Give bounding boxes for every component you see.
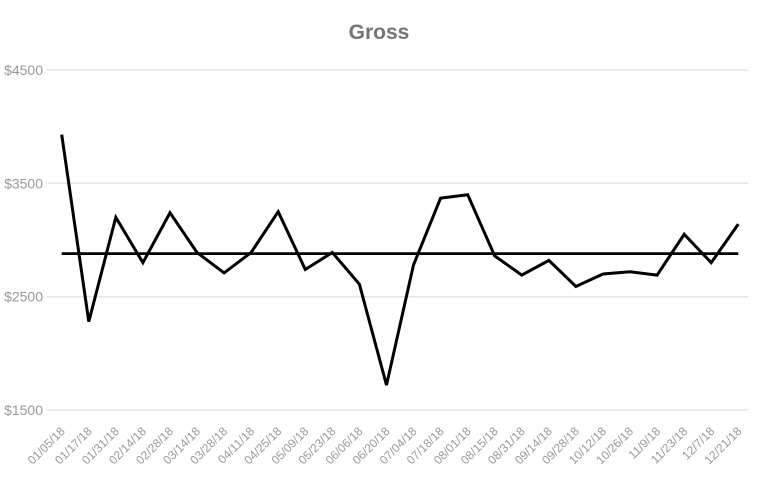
y-axis-label: $4500 [4, 62, 43, 78]
y-axis-label: $3500 [4, 175, 43, 191]
y-axis-label: $1500 [4, 402, 43, 418]
data-line-gross [60, 134, 740, 386]
y-axis-label: $2500 [4, 289, 43, 305]
chart-title: Gross [348, 21, 410, 44]
